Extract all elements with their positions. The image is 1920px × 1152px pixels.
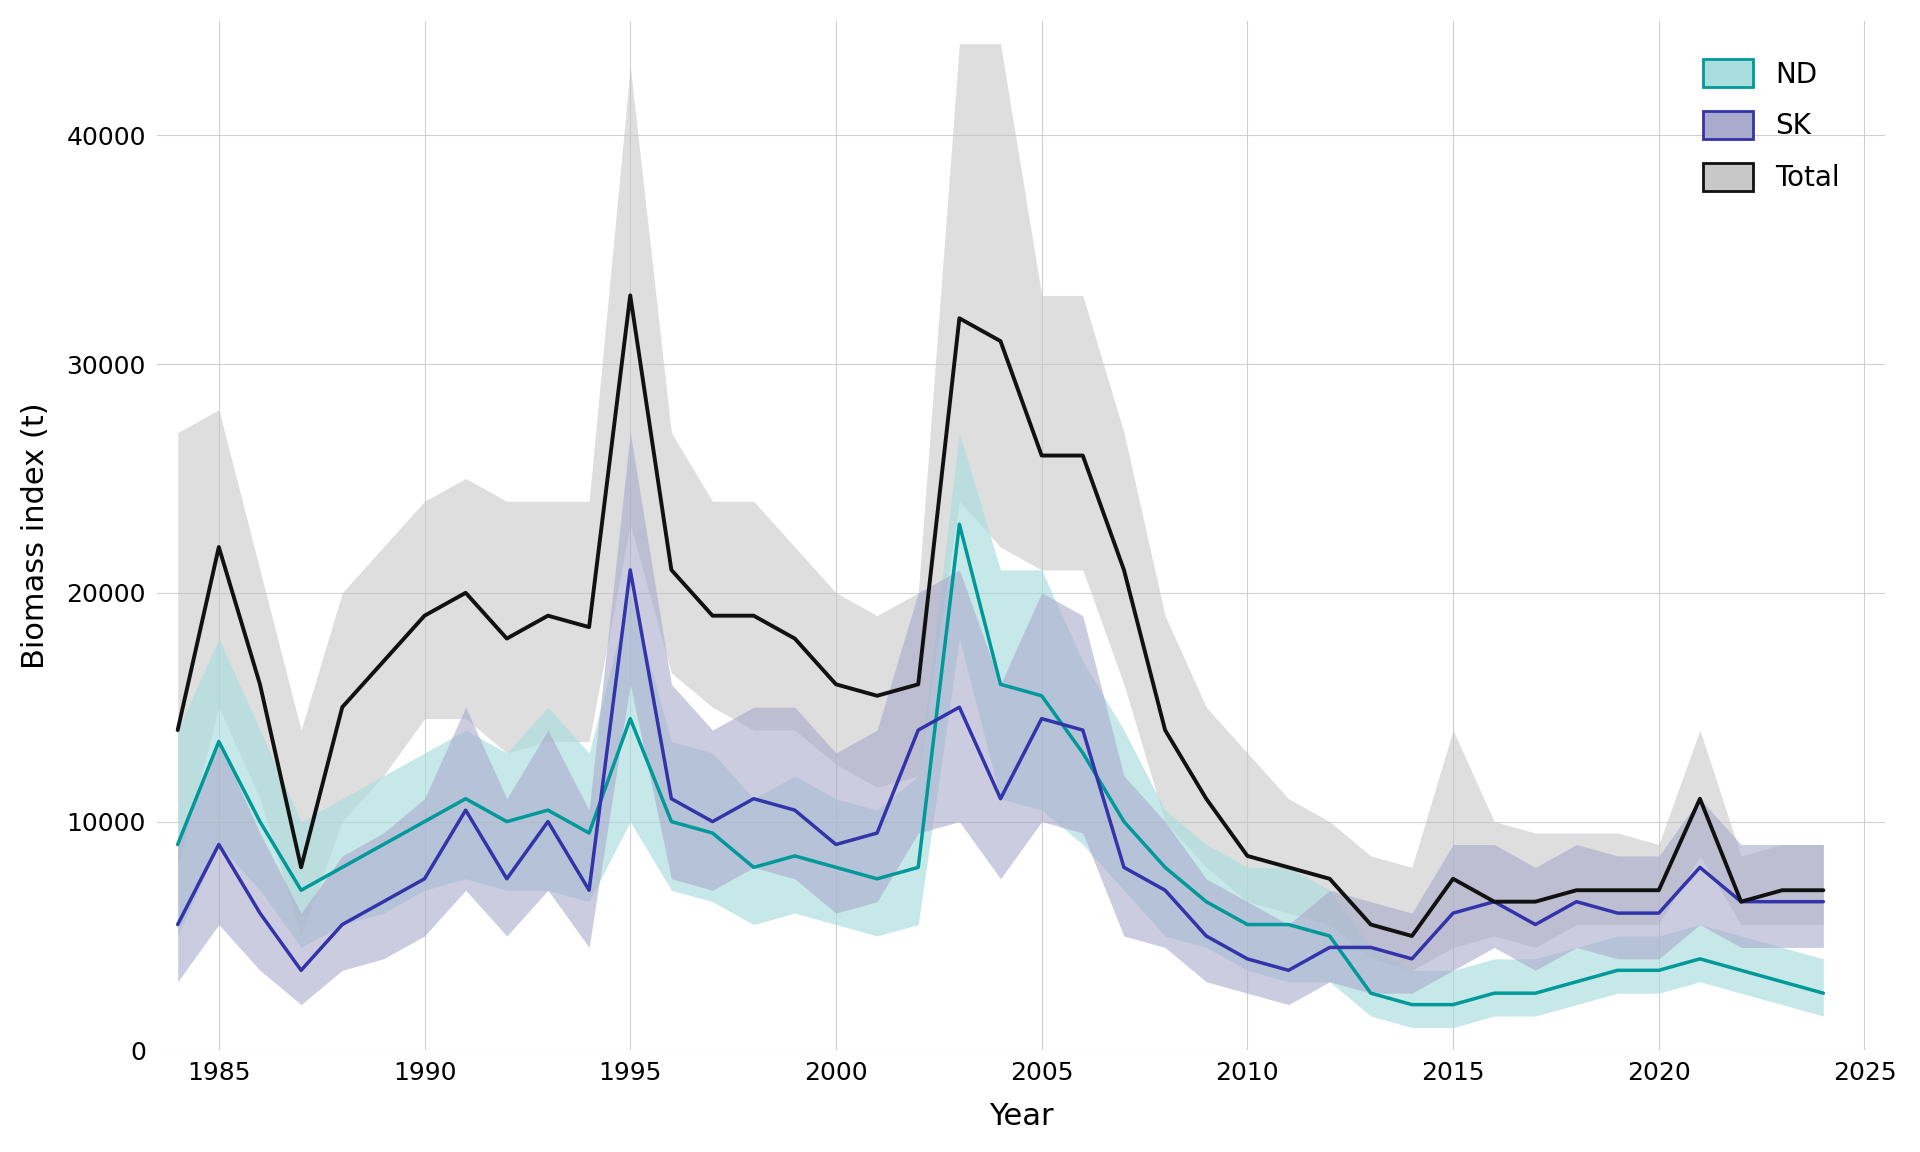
Legend: ND, SK, Total: ND, SK, Total: [1690, 45, 1855, 206]
Y-axis label: Biomass index (t): Biomass index (t): [21, 402, 50, 669]
X-axis label: Year: Year: [989, 1102, 1054, 1131]
